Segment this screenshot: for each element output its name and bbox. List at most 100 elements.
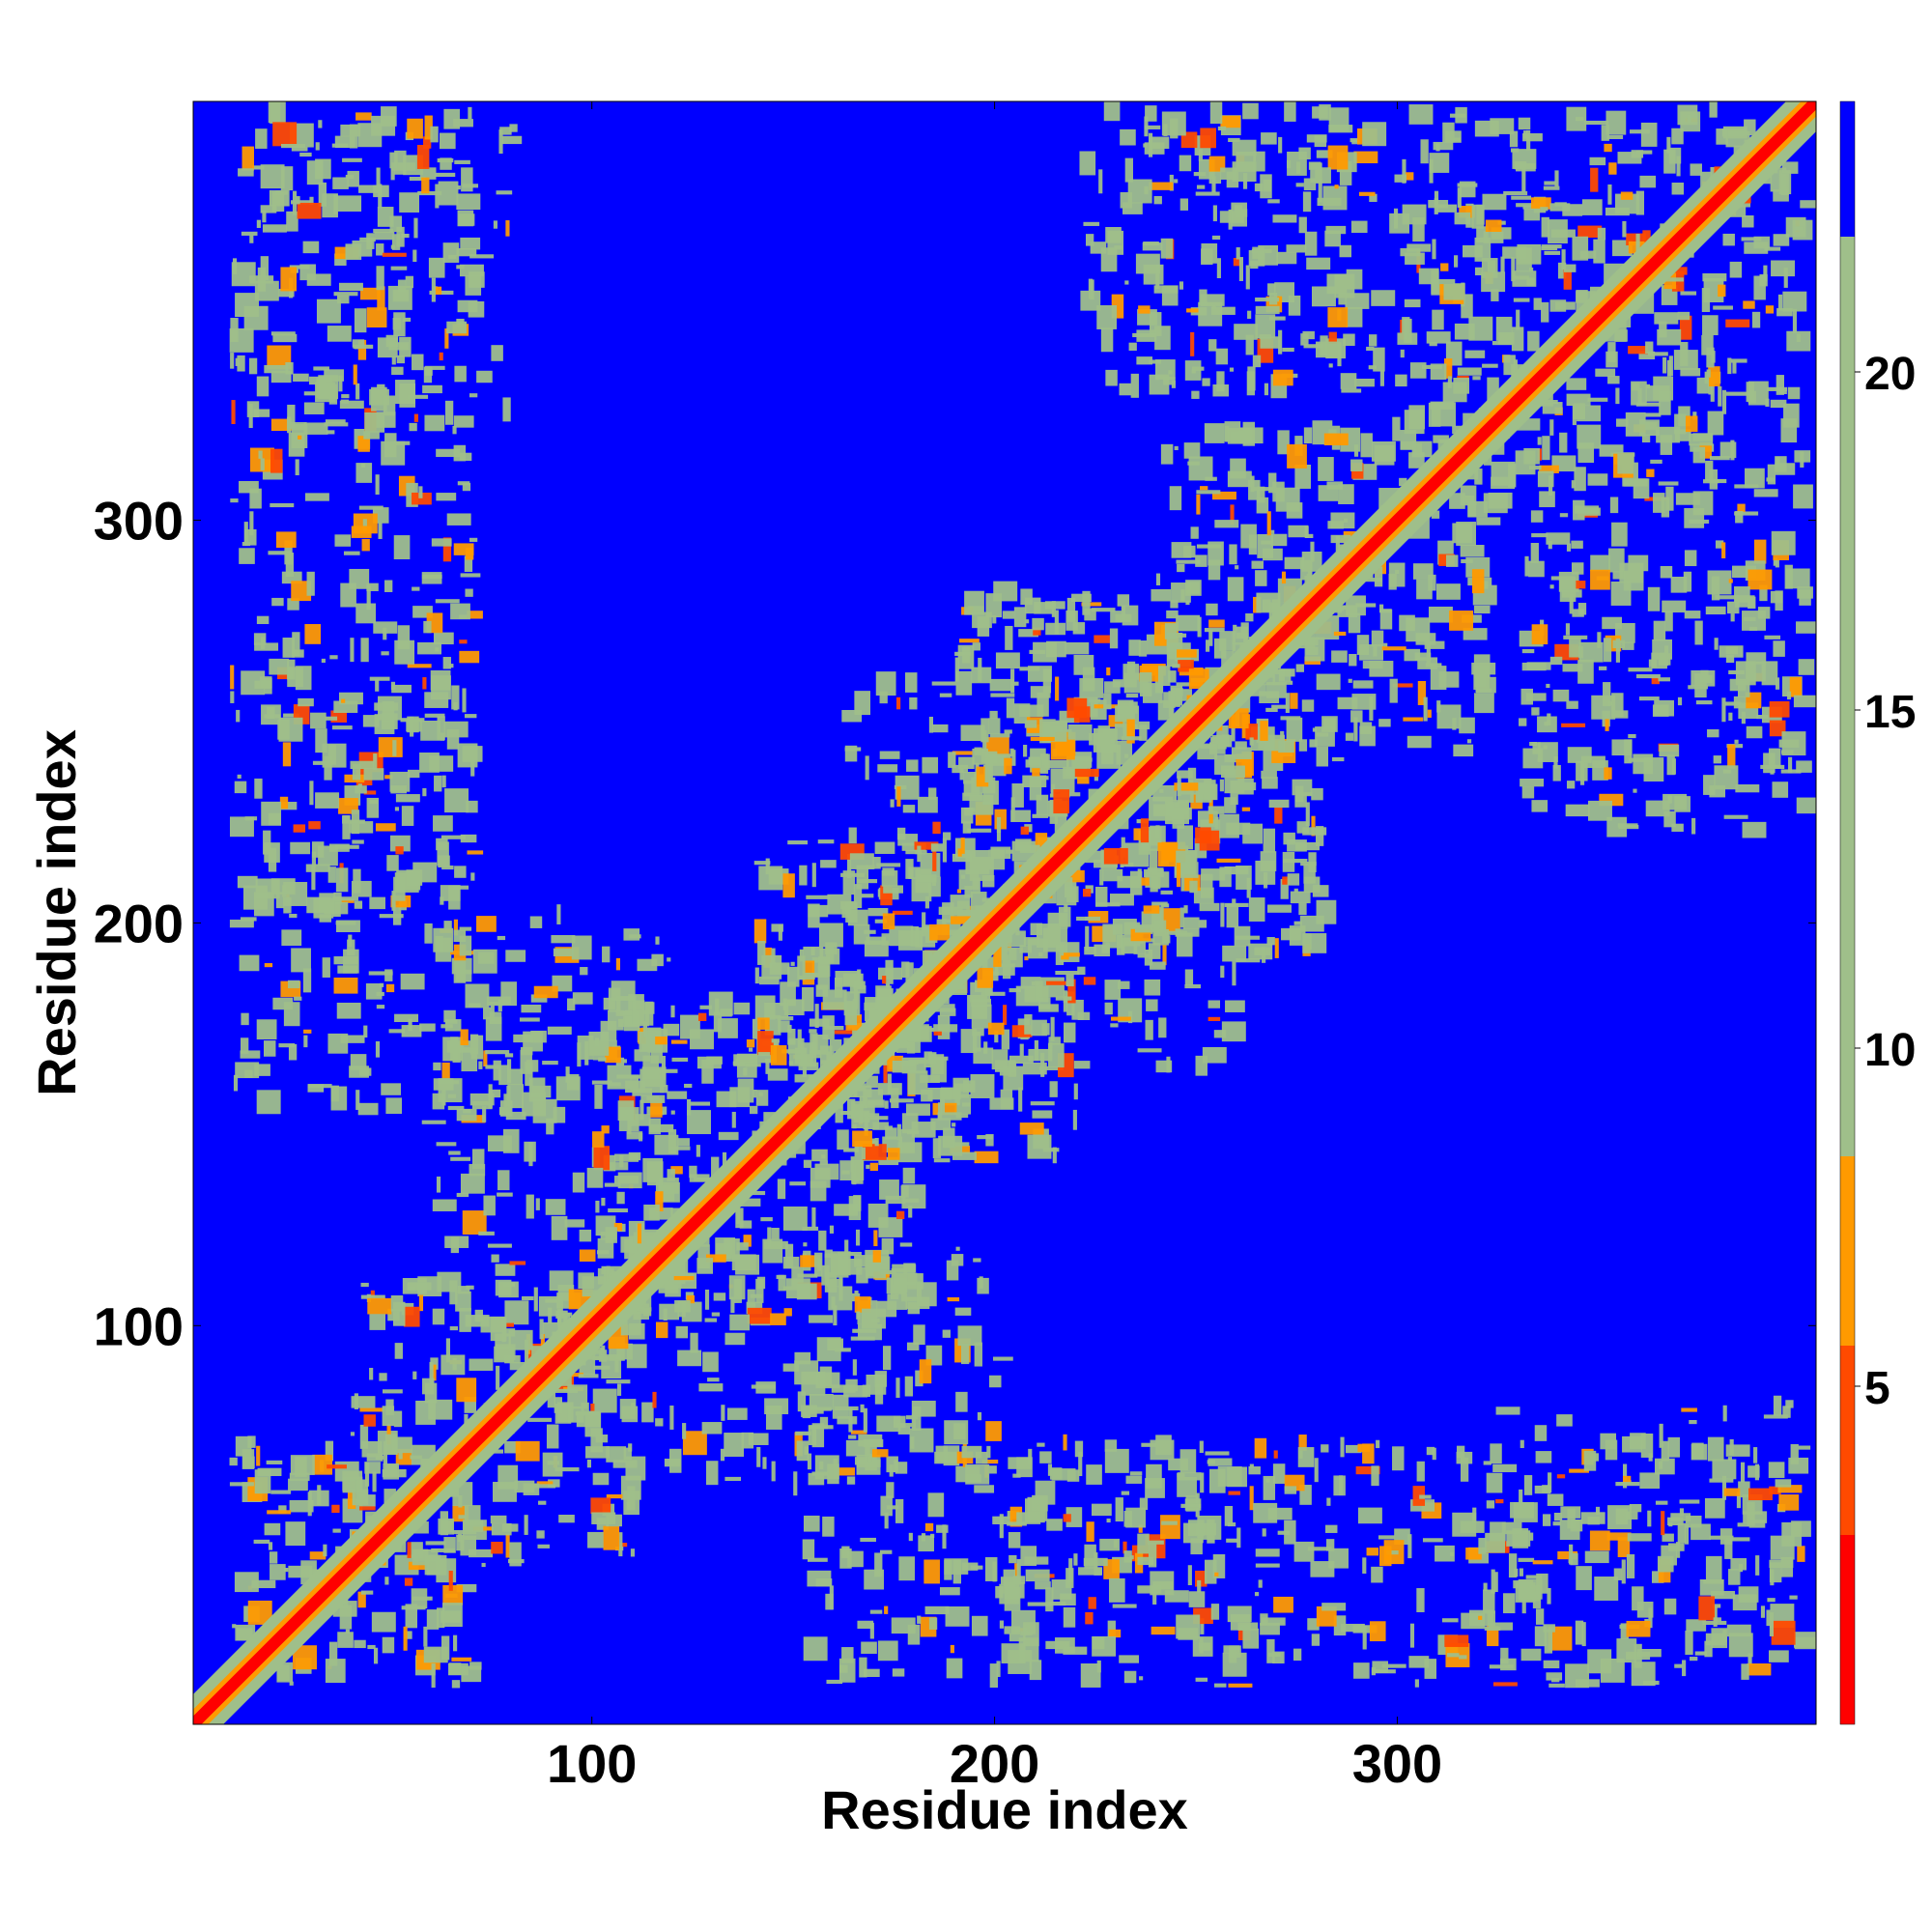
contact-cell [1176, 682, 1197, 687]
contact-cell-mirror [339, 400, 364, 410]
contact-cell-mirror [309, 196, 314, 206]
contact-cell [387, 285, 412, 310]
contact-cell-mirror [1584, 507, 1601, 516]
contact-cell-mirror [867, 1453, 872, 1463]
contact-cell-mirror [1085, 234, 1094, 246]
contact-cell [844, 1001, 858, 1026]
contact-cell-mirror [1310, 1561, 1335, 1577]
contact-cell-mirror [1009, 948, 1017, 961]
contact-cell [747, 1307, 772, 1324]
contact-cell-mirror [436, 1176, 441, 1193]
contact-cell [548, 1479, 560, 1488]
contact-cell-mirror [423, 136, 432, 149]
contact-cell-mirror [253, 409, 270, 417]
contact-cell [930, 843, 944, 852]
contact-cell [1356, 635, 1370, 655]
contact-cell [1316, 150, 1333, 158]
contact-cell-mirror [1013, 607, 1027, 628]
contact-cell-mirror [384, 433, 397, 458]
contact-cell [839, 1664, 848, 1673]
contact-cell-mirror [1205, 476, 1217, 481]
contact-cell-mirror [859, 1095, 867, 1109]
contact-cell [822, 1516, 835, 1537]
contact-cell [1511, 257, 1516, 282]
contact-cell-mirror [874, 919, 888, 923]
contact-cell [1486, 1500, 1495, 1509]
contact-cell [546, 1424, 559, 1449]
contact-cell [262, 224, 287, 233]
contact-cell-mirror [462, 746, 483, 762]
contact-cell [415, 1400, 436, 1425]
contact-cell-mirror [1466, 739, 1472, 744]
contact-cell-mirror [311, 851, 317, 868]
contact-cell-mirror [1050, 1016, 1055, 1041]
contact-cell [713, 1011, 723, 1033]
contact-cell-mirror [818, 1230, 827, 1251]
contact-cell [731, 1111, 736, 1128]
contact-cell [554, 1466, 580, 1472]
contact-cell [1435, 1545, 1455, 1562]
contact-cell [840, 872, 866, 877]
contact-cell [315, 158, 331, 180]
contact-cell [1530, 510, 1544, 523]
contact-cell-mirror [241, 1012, 249, 1026]
contact-cell-mirror [1464, 350, 1486, 358]
contact-cell-mirror [1125, 694, 1139, 698]
contact-cell [1094, 886, 1108, 907]
contact-cell [601, 1125, 610, 1134]
contact-cell [1433, 141, 1454, 151]
contact-cell-mirror [436, 448, 461, 458]
contact-cell-mirror [1004, 1586, 1021, 1611]
contact-cell-mirror [1627, 1533, 1652, 1542]
contact-cell [1549, 656, 1563, 666]
contact-cell [363, 768, 384, 781]
contact-cell [1645, 421, 1658, 431]
contact-cell [711, 1156, 720, 1178]
contact-cell-mirror [436, 838, 448, 851]
contact-cell-mirror [1473, 654, 1491, 679]
contact-cell [1566, 378, 1587, 390]
contact-cell-mirror [251, 165, 265, 170]
contact-cell [1274, 938, 1279, 958]
contact-cell-mirror [338, 375, 343, 392]
contact-cell [1485, 219, 1502, 232]
contact-cell-mirror [526, 1194, 534, 1219]
contact-cell-mirror [1565, 623, 1571, 636]
contact-cell [1576, 1566, 1592, 1591]
contact-cell-mirror [1775, 1479, 1792, 1488]
contact-cell-mirror [1589, 1530, 1610, 1551]
contact-cell [1210, 1604, 1220, 1620]
contact-cell-mirror [954, 1083, 971, 1092]
contact-cell-mirror [995, 652, 1020, 669]
contact-cell [584, 1040, 589, 1065]
contact-cell-mirror [1295, 841, 1321, 851]
contact-cell-mirror [1169, 486, 1182, 511]
contact-cell-mirror [594, 1084, 603, 1109]
contact-cell-mirror [1176, 559, 1201, 564]
contact-cell-mirror [697, 1012, 707, 1021]
contact-cell [1273, 1450, 1278, 1459]
contact-cell-mirror [1272, 369, 1293, 386]
contact-cell [437, 157, 454, 163]
contact-cell-mirror [869, 1162, 878, 1172]
contact-cell-mirror [1368, 365, 1378, 370]
contact-cell-mirror [1763, 265, 1768, 282]
contact-cell-mirror [1548, 1472, 1552, 1493]
contact-cell [884, 1605, 889, 1614]
contact-cell [1710, 377, 1715, 402]
contact-cell [642, 1021, 648, 1037]
contact-cell-mirror [977, 967, 994, 988]
contact-cell-mirror [1725, 391, 1750, 396]
contact-cell-mirror [1721, 697, 1726, 723]
contact-cell [281, 571, 302, 584]
contact-cell [337, 965, 358, 974]
contact-cell-mirror [333, 292, 358, 297]
contact-cell [908, 1532, 913, 1542]
contact-cell [1747, 1662, 1772, 1676]
contact-cell [1704, 1640, 1713, 1658]
contact-cell [809, 1315, 834, 1323]
contact-cell-mirror [460, 1173, 485, 1194]
contact-cell [1118, 980, 1130, 989]
contact-cell-mirror [462, 1210, 487, 1236]
contact-cell [1124, 157, 1133, 183]
